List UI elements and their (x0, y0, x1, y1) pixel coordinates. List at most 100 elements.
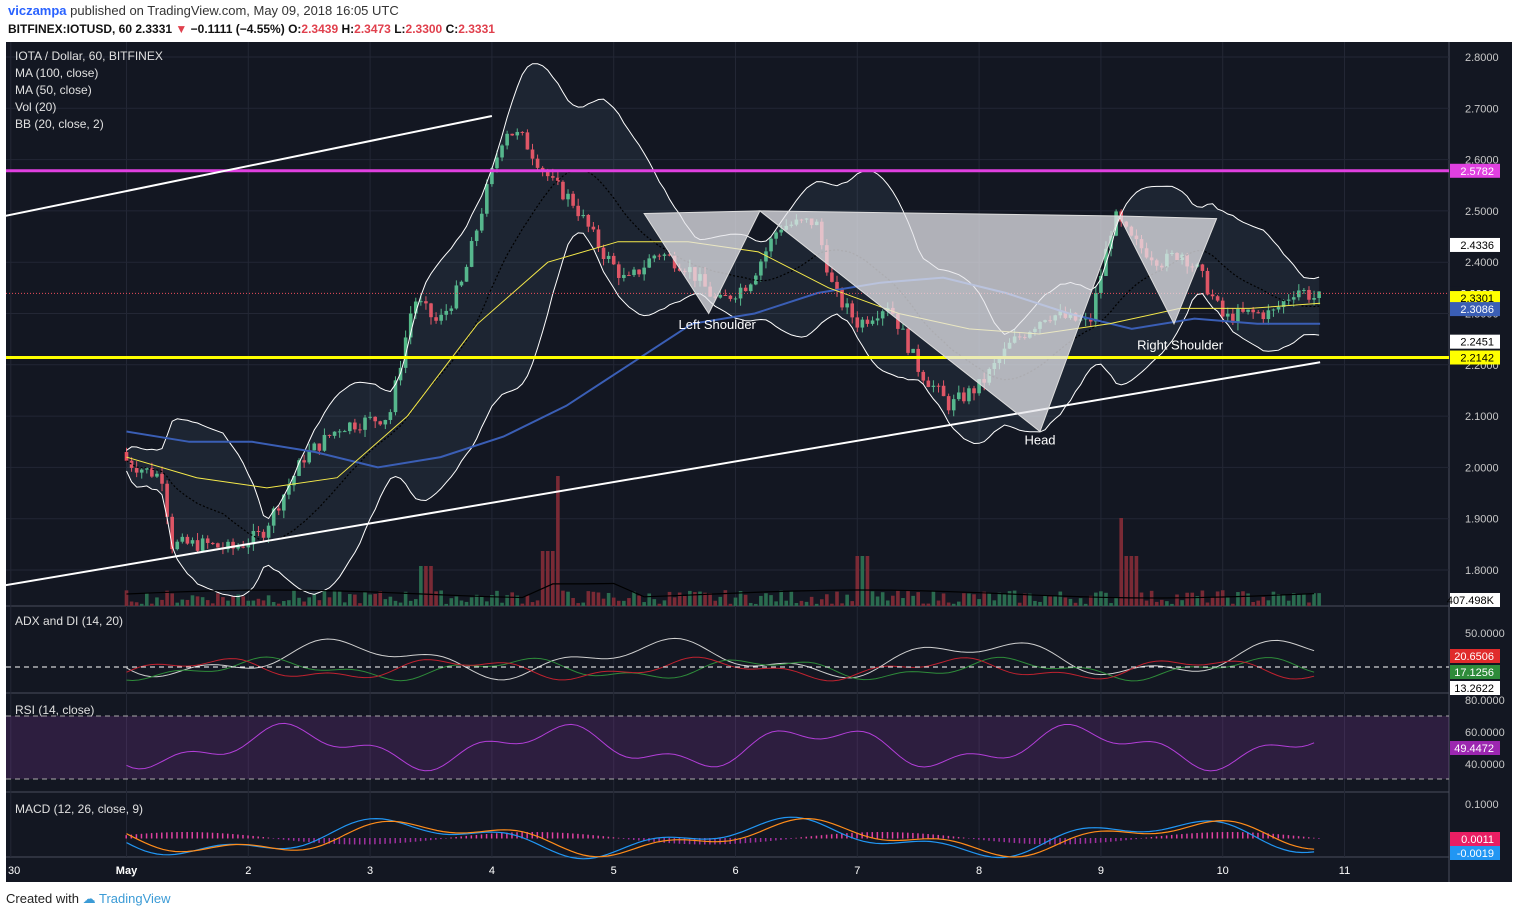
candle-body (672, 255, 677, 269)
macd-bar (308, 838, 310, 843)
macd-bar (602, 836, 605, 839)
volume-bar (485, 601, 489, 606)
candle-body (581, 214, 586, 217)
volume-bar (601, 598, 606, 606)
macd-bar (866, 832, 868, 839)
macd-bar (1160, 835, 1163, 839)
down-arrow-icon: ▼ (175, 22, 188, 36)
volume-bar (205, 600, 210, 606)
candle-body (896, 313, 900, 329)
macd-bar (242, 834, 244, 839)
volume-bar (1134, 556, 1139, 606)
symbol: BITFINEX:IOTUSD, 60 (8, 22, 133, 36)
rsi-badge-bg (1450, 741, 1500, 755)
macd-bar (764, 838, 767, 842)
candle-body (743, 287, 748, 292)
volume-bar (657, 603, 662, 606)
candle-body (535, 158, 540, 168)
candle-body (561, 181, 565, 200)
volume-bar (1297, 594, 1301, 606)
last-price: 2.3331 (135, 22, 173, 36)
volume-bar (916, 592, 920, 606)
chart-background (6, 42, 1512, 882)
macd-bar (272, 838, 275, 839)
macd-bar (658, 838, 660, 843)
macd-bar (653, 838, 655, 842)
y-tick-label: 2.1000 (1465, 411, 1499, 423)
macd-bar (303, 838, 305, 842)
volume-bar (754, 603, 758, 606)
volume-bar (1038, 601, 1042, 606)
macd-bar (1104, 838, 1107, 843)
signal-line (126, 818, 1315, 858)
candle-body (505, 133, 509, 146)
volume-bar (946, 602, 951, 606)
macd-bar (1033, 838, 1036, 845)
level-badge: 2.2142 (1460, 353, 1494, 365)
macd-bar (1170, 834, 1173, 839)
volume-bar (413, 599, 418, 606)
volume-bar (708, 593, 712, 606)
macd-bar (1049, 838, 1051, 845)
candle-body (962, 392, 966, 402)
volume-bar (616, 600, 621, 606)
volume-bar (814, 603, 819, 606)
macd-bar (1130, 838, 1132, 840)
volume-bar (819, 599, 824, 606)
macd-bar (470, 835, 473, 839)
chart-canvas[interactable]: Left Shoulder Head Right Shoulder 50.0000 8… (6, 42, 1512, 882)
volume-bar (464, 601, 469, 606)
volume-bar (124, 590, 129, 606)
candle-body (748, 284, 753, 292)
volume-bar (896, 590, 900, 606)
volume-bar (175, 602, 180, 606)
macd-bar (907, 832, 909, 839)
di-plus-line (126, 656, 1315, 682)
macd-bar (526, 832, 528, 839)
author-name[interactable]: viczampa (8, 3, 67, 18)
candle-body (586, 214, 591, 227)
macd-bar (379, 838, 381, 845)
candle-body (1200, 264, 1205, 271)
candle-body (967, 388, 971, 402)
volume-bar (667, 591, 672, 606)
volume-bar (936, 600, 941, 606)
macd-bar (561, 832, 564, 839)
candle-body (728, 295, 733, 299)
volume-bar (1276, 594, 1281, 606)
volume-bar (1165, 601, 1169, 606)
volume-bar (972, 594, 976, 606)
volume-bar (1225, 597, 1230, 606)
macd-bar (678, 838, 681, 844)
volume-bar (256, 598, 261, 606)
candle-body (1236, 309, 1240, 323)
macd-bar (957, 836, 960, 839)
ma50-badge: 2.3301 (1460, 293, 1494, 305)
macd-bar (1302, 836, 1305, 839)
volume-bar (951, 603, 956, 606)
macd-bar (693, 838, 696, 845)
candle-body (226, 541, 230, 550)
candle-body (1205, 270, 1210, 295)
candle-body (439, 314, 443, 321)
volume-bar (1088, 595, 1093, 606)
macd-bar (252, 835, 254, 839)
macd-bar (597, 835, 599, 839)
macd-bar (577, 833, 579, 839)
candle-body (261, 531, 266, 538)
volume-bar (342, 602, 347, 606)
macd-badge: -0.0019 (1457, 848, 1494, 860)
signal-badge: 0.0011 (1461, 834, 1494, 846)
candle-body (317, 443, 322, 451)
volume-bar (302, 601, 306, 606)
y-tick-label: 2.5000 (1465, 206, 1499, 218)
candle-body (195, 540, 200, 551)
macd-bar (825, 834, 828, 839)
head-triangle (758, 210, 1120, 433)
macd-bar (795, 837, 797, 839)
high-value: 2.3473 (354, 22, 391, 36)
candle-body (972, 388, 976, 394)
macd-bar (435, 838, 437, 840)
tradingview-link[interactable]: TradingView (99, 891, 171, 906)
macd-bar (688, 838, 691, 845)
